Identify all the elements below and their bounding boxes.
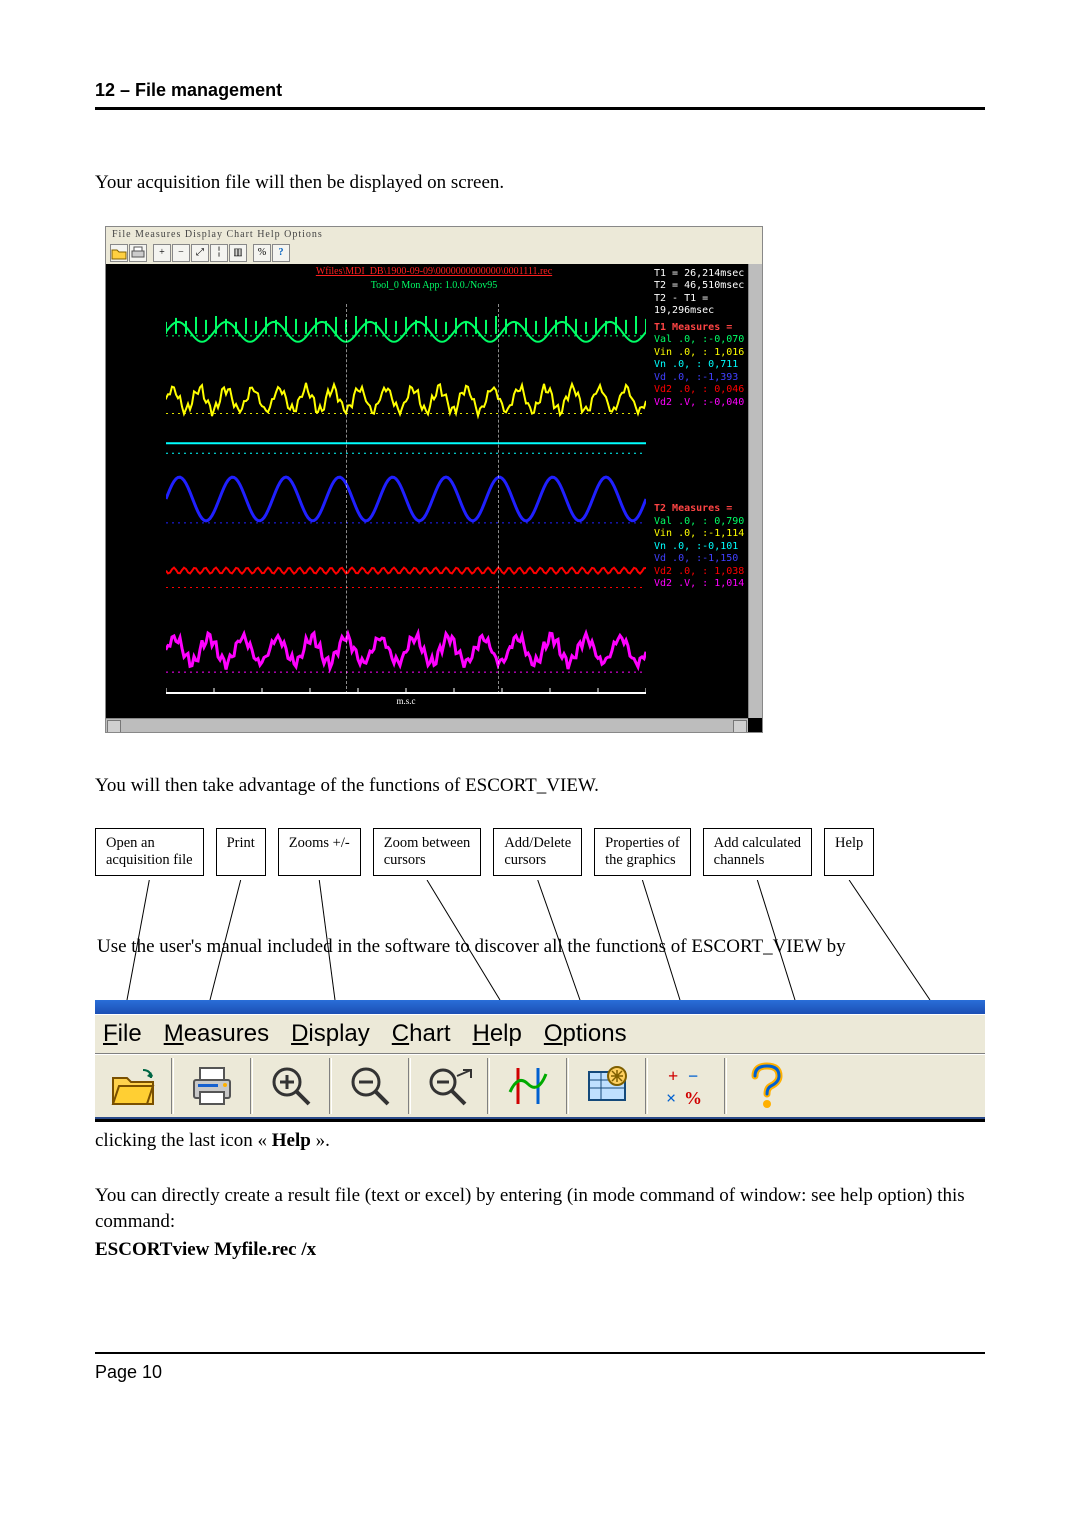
menu-file[interactable]: File [103, 1020, 142, 1048]
cursors-button[interactable] [496, 1058, 560, 1114]
t2-measures-header: T2 Measures = [654, 503, 756, 516]
menu-display[interactable]: Display [291, 1020, 370, 1048]
svg-text:%: % [684, 1088, 702, 1108]
t2-readout: T2 = 46,510msec [654, 280, 744, 291]
measure-line: Vn .0, :-0,101 [654, 541, 756, 554]
zoom-cursors-button[interactable] [417, 1058, 481, 1114]
measure-line: Vd .0, :-1,150 [654, 553, 756, 566]
waveform-svg [166, 304, 646, 694]
t1-measures-header: T1 Measures = [654, 322, 756, 335]
measure-line: Val .0, :-0,070 [654, 334, 756, 347]
scope-plot-area: Wfiles\MDI_DB\1900-09-09\0000000000000\0… [106, 264, 762, 732]
fn-label-6: Add calculated channels [703, 828, 812, 875]
manual-note: Use the user's manual included in the so… [95, 934, 985, 960]
fn-label-5: Properties of the graphics [594, 828, 691, 875]
open-icon [110, 244, 128, 262]
zoom-out-button[interactable] [338, 1058, 402, 1114]
x-axis-label: m.s.c [166, 696, 646, 706]
menu-chart[interactable]: Chart [392, 1020, 451, 1048]
cursor-t2 [498, 304, 499, 694]
print-icon [129, 244, 147, 262]
app-menubar: File Measures Display Chart Help Options [95, 1014, 985, 1054]
svg-text:−: − [688, 1066, 698, 1086]
intro-paragraph: Your acquisition file will then be displ… [95, 170, 985, 196]
props-icon: ▥ [229, 244, 247, 262]
calc-channels-button[interactable]: +−×% [654, 1058, 718, 1114]
cursor-icon: ╎ [210, 244, 228, 262]
window-titlebar [95, 1000, 985, 1014]
zoom-out-icon: − [172, 244, 190, 262]
p-functions: You will then take advantage of the func… [95, 773, 985, 799]
measure-line: Vd2 .V, :-0,040 [654, 397, 756, 410]
measure-line: Val .0, : 0,790 [654, 516, 756, 529]
zoom-in-button[interactable] [259, 1058, 323, 1114]
menu-help[interactable]: Help [472, 1020, 521, 1048]
callout-lines: Use the user's manual included in the so… [95, 880, 985, 1000]
fn-label-4: Add/Delete cursors [493, 828, 582, 875]
t1-readout: T1 = 26,214msec [654, 268, 744, 279]
measure-line: Vd2 .0, : 0,046 [654, 384, 756, 397]
measure-line: Vd .0, :-1,393 [654, 372, 756, 385]
measure-line: Vin .0, :-1,114 [654, 528, 756, 541]
svg-text:+: + [668, 1066, 678, 1086]
p3b: Help [272, 1130, 311, 1151]
dt-readout: T2 - T1 = 19,296msec [654, 293, 714, 317]
measure-line: Vn .0, : 0,711 [654, 359, 756, 372]
menu-options[interactable]: Options [544, 1020, 627, 1048]
calc-icon: % [253, 244, 271, 262]
fn-label-0: Open an acquisition file [95, 828, 204, 875]
v-scrollbar [748, 264, 762, 718]
fn-label-3: Zoom between cursors [373, 828, 482, 875]
scope-menubar: File Measures Display Chart Help Options [106, 227, 762, 242]
function-labels-row: Open an acquisition file Print Zooms +/- Zo… [95, 828, 985, 875]
zoom-cursor-icon: ⤢ [191, 244, 209, 262]
fn-label-7: Help [824, 828, 874, 875]
acquisition-screenshot: File Measures Display Chart Help Options… [105, 226, 763, 733]
command-line: ESCORTview Myfile.rec /x [95, 1237, 985, 1263]
p-command: You can directly create a result file (t… [95, 1183, 985, 1234]
scope-toolbar: + − ⤢ ╎ ▥ % ? [106, 242, 762, 264]
cursor-readout: T1 = 26,214msec T2 = 46,510msec T2 - T1 … [654, 268, 756, 591]
measure-line: Vin .0, : 1,016 [654, 347, 756, 360]
fn-label-2: Zooms +/- [278, 828, 361, 875]
zoom-in-icon: + [153, 244, 171, 262]
print-button[interactable] [180, 1058, 244, 1114]
open-button[interactable] [101, 1058, 165, 1114]
fn-label-1: Print [216, 828, 266, 875]
help-icon: ? [272, 244, 290, 262]
app-toolbar: +−×% [95, 1054, 985, 1119]
h-scrollbar [106, 718, 748, 732]
chapter-heading: 12 – File management [95, 80, 985, 110]
p3c: ». [311, 1130, 330, 1151]
page-footer: Page 10 [95, 1352, 985, 1383]
toolbar-underline [95, 1119, 985, 1122]
graph-properties-button[interactable] [575, 1058, 639, 1114]
p3a: clicking the last icon « [95, 1130, 272, 1151]
measure-line: Vd2 .0, : 1,038 [654, 566, 756, 579]
page-number: Page 10 [95, 1362, 162, 1382]
cursor-t1 [346, 304, 347, 694]
help-button[interactable] [733, 1058, 797, 1114]
measure-line: Vd2 .V, : 1,014 [654, 578, 756, 591]
p-help-icon: clicking the last icon « Help ». [95, 1128, 985, 1154]
menu-measures[interactable]: Measures [164, 1020, 269, 1048]
svg-text:×: × [666, 1088, 676, 1108]
